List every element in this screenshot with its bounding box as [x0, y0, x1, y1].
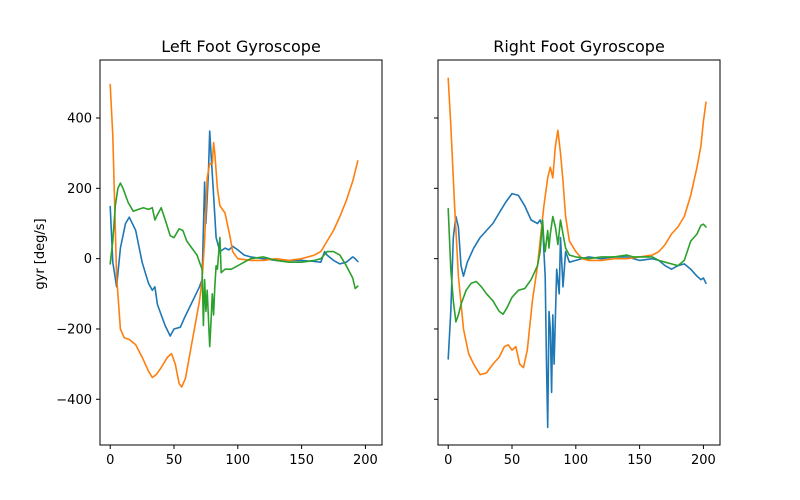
left-foot-y-tick-label: 200	[67, 182, 92, 197]
right-foot-series-line-3	[447, 207, 707, 323]
right-foot-panel: Right Foot Gyroscope 0 50 100 150 200	[434, 37, 721, 468]
right-foot-axes-frame	[437, 59, 721, 446]
right-foot-series-line-1	[447, 192, 707, 429]
right-foot-x-tick-label: 200	[691, 453, 716, 468]
left-foot-y-axis-label: gyr [deg/s]	[33, 218, 48, 289]
left-foot-chart-title: Left Foot Gyroscope	[161, 37, 321, 56]
left-foot-y-tick-label: 400	[67, 112, 92, 127]
left-foot-x-tick-label: 150	[289, 453, 314, 468]
left-foot-y-tick-label: 0	[84, 252, 92, 267]
right-foot-x-tick-label: 100	[563, 453, 588, 468]
left-foot-series-line-1	[109, 130, 359, 337]
left-foot-plot-area	[109, 83, 359, 388]
right-foot-x-tick-label: 150	[627, 453, 652, 468]
right-foot-chart-title: Right Foot Gyroscope	[493, 37, 665, 56]
left-foot-x-tick-label: 50	[166, 453, 183, 468]
left-foot-y-tick-label: −400	[56, 393, 92, 408]
left-foot-axes-frame	[99, 59, 383, 446]
left-foot-panel: Left Foot Gyroscope gyr [deg/s] 0 50 100 15…	[33, 37, 383, 468]
left-foot-x-tick-label: 0	[106, 453, 114, 468]
left-foot-series-line-2	[109, 83, 359, 388]
right-foot-axis-ticks: 0 50 100 150 200	[434, 117, 716, 468]
right-foot-plot-area	[447, 77, 707, 429]
left-foot-y-tick-label: −200	[56, 322, 92, 337]
left-foot-axis-ticks: 0 50 100 150 200 −400 −200 0 200 400	[56, 112, 378, 468]
right-foot-series-line-2	[447, 77, 707, 376]
left-foot-x-tick-label: 200	[353, 453, 378, 468]
right-foot-x-tick-label: 50	[504, 453, 521, 468]
left-foot-series-line-3	[109, 182, 359, 348]
left-foot-x-tick-label: 100	[225, 453, 250, 468]
right-foot-x-tick-label: 0	[444, 453, 452, 468]
